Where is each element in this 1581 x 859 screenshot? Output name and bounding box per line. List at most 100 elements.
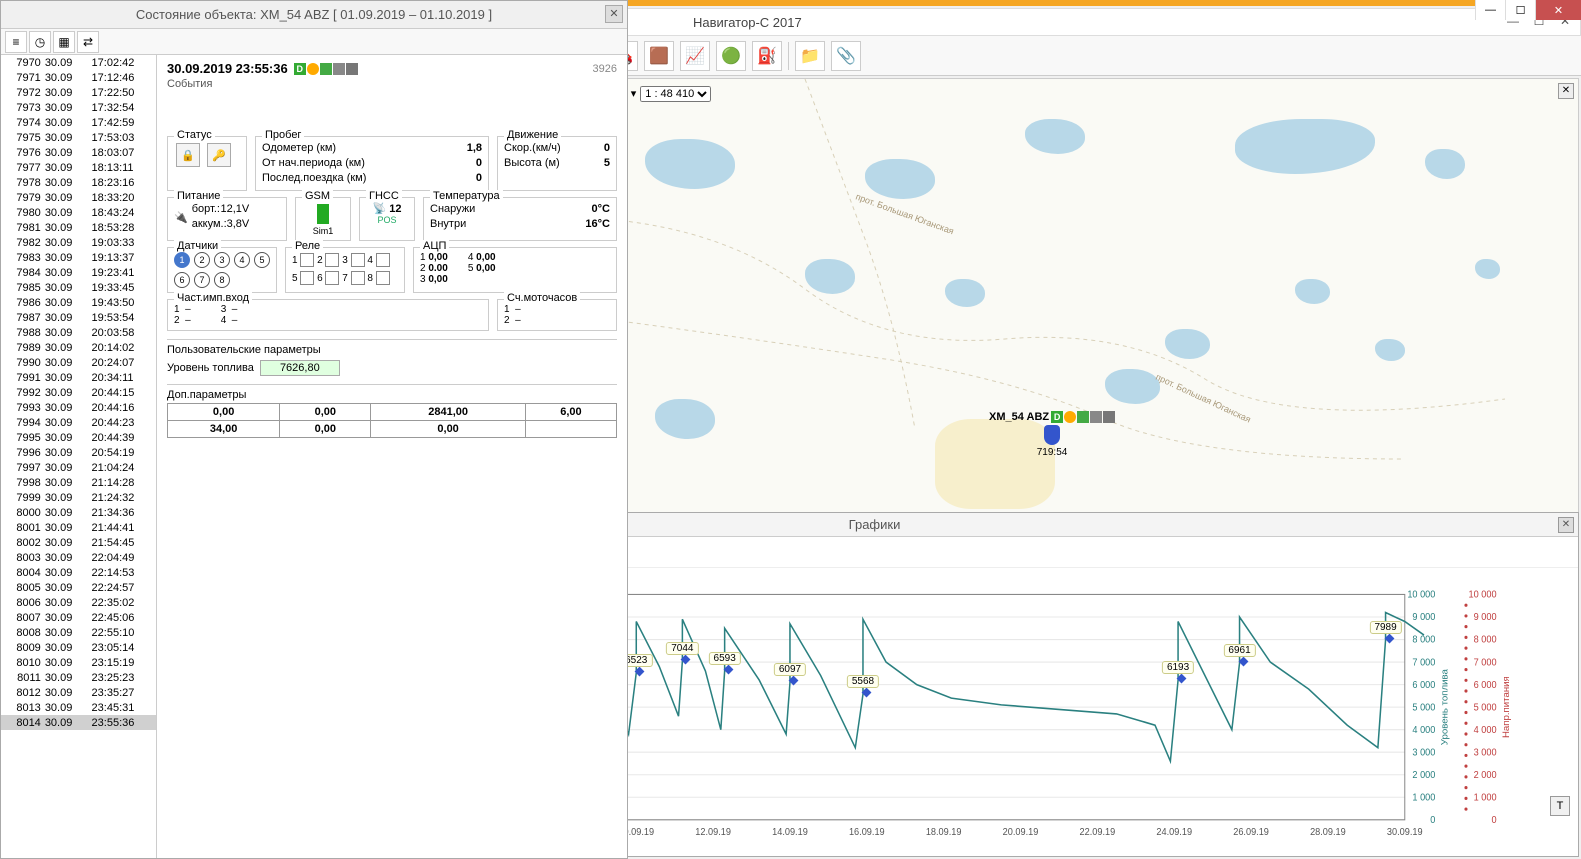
event-row[interactable]: 798430.0919:23:41 [1,265,156,280]
svg-text:10 000: 10 000 [1469,588,1497,599]
sensor-5[interactable]: 5 [254,252,270,268]
event-row[interactable]: 797330.0917:32:54 [1,100,156,115]
event-row[interactable]: 801130.0923:25:23 [1,670,156,685]
relay-8[interactable] [376,271,390,285]
event-row[interactable]: 801230.0923:35:27 [1,685,156,700]
toolbar-fuel-icon[interactable]: ⛽ [752,41,782,71]
event-row[interactable]: 798330.0919:13:37 [1,250,156,265]
gnss-sat-icon: 📡 12 [366,202,408,215]
os-minimize[interactable]: — [1475,0,1505,20]
event-row[interactable]: 799930.0921:24:32 [1,490,156,505]
events-label: События [167,78,617,90]
event-row[interactable]: 797230.0917:22:50 [1,85,156,100]
event-row[interactable]: 800730.0922:45:06 [1,610,156,625]
event-row[interactable]: 799530.0920:44:39 [1,430,156,445]
event-row[interactable]: 800330.0922:04:49 [1,550,156,565]
sync-icon[interactable]: ⇄ [77,31,99,53]
svg-text:9 000: 9 000 [1412,611,1435,622]
map-marker[interactable]: XM_54 ABZ D 719:54 [989,411,1115,458]
toolbar-attach-icon[interactable]: 📎 [831,41,861,71]
relay-4[interactable] [376,253,390,267]
event-row[interactable]: 800130.0921:44:41 [1,520,156,535]
event-row[interactable]: 800030.0921:34:36 [1,505,156,520]
event-list[interactable]: 797030.0917:02:42797130.0917:12:46797230… [1,55,157,858]
marker-g-icon [1077,411,1089,423]
relay-3[interactable] [351,253,365,267]
sensor-7[interactable]: 7 [194,272,210,288]
trip-label: Послед.поездка (км) [262,171,366,186]
relay-2[interactable] [325,253,339,267]
grid-icon[interactable]: ▦ [53,31,75,53]
dop-table: 0,000,002841,006,0034,000,000,00 [167,403,617,438]
event-row[interactable]: 798530.0919:33:45 [1,280,156,295]
clock-icon[interactable]: ◷ [29,31,51,53]
event-row[interactable]: 800530.0922:24:57 [1,580,156,595]
event-row[interactable]: 799030.0920:24:07 [1,355,156,370]
peak-label: 7989 [1369,621,1401,634]
key-icon[interactable]: 🔑 [207,143,231,167]
scale-select[interactable]: 1 : 48 410 [640,86,711,102]
toolbar-chart-icon[interactable]: 📈 [680,41,710,71]
scale-dropdown-icon[interactable]: ▾ [631,87,637,100]
event-row[interactable]: 798830.0920:03:58 [1,325,156,340]
odo-label: Одометер (км) [262,141,336,156]
event-row[interactable]: 799430.0920:44:23 [1,415,156,430]
toolbar-folder-icon[interactable]: 📁 [795,41,825,71]
svg-text:22.09.19: 22.09.19 [1080,826,1116,837]
event-row[interactable]: 798930.0920:14:02 [1,340,156,355]
dop-cell [525,421,616,438]
map-area[interactable]: ✕ прот. Большая Юганская прот. Большая Ю… [604,78,1579,518]
event-row[interactable]: 798030.0918:43:24 [1,205,156,220]
list-view-icon[interactable]: ≡ [5,31,27,53]
event-row[interactable]: 797530.0917:53:03 [1,130,156,145]
fuel-input[interactable] [260,360,340,376]
os-maximize[interactable]: ☐ [1505,0,1535,20]
sensor-8[interactable]: 8 [214,272,230,288]
event-row[interactable]: 800230.0921:54:45 [1,535,156,550]
lock-icon[interactable]: 🔒 [176,143,200,167]
event-row[interactable]: 799830.0921:14:28 [1,475,156,490]
event-row[interactable]: 798230.0919:03:33 [1,235,156,250]
object-state-close[interactable]: ✕ [605,5,623,23]
relay-5[interactable] [300,271,314,285]
sensor-6[interactable]: 6 [174,272,190,288]
os-close[interactable]: ✕ [1535,0,1581,20]
event-row[interactable]: 797730.0918:13:11 [1,160,156,175]
gsm-group-title: GSM [302,190,333,202]
event-row[interactable]: 800430.0922:14:53 [1,565,156,580]
event-row[interactable]: 798130.0918:53:28 [1,220,156,235]
sensor-1[interactable]: 1 [174,252,190,268]
event-row[interactable]: 801030.0923:15:19 [1,655,156,670]
event-row[interactable]: 800930.0923:05:14 [1,640,156,655]
event-row[interactable]: 801430.0923:55:36 [1,715,156,730]
event-row[interactable]: 797630.0918:03:07 [1,145,156,160]
event-row[interactable]: 800830.0922:55:10 [1,625,156,640]
event-row[interactable]: 800630.0922:35:02 [1,595,156,610]
period-value: 0 [476,156,482,171]
event-row[interactable]: 797930.0918:33:20 [1,190,156,205]
event-row[interactable]: 799330.0920:44:16 [1,400,156,415]
event-row[interactable]: 797830.0918:23:16 [1,175,156,190]
adc-3: 0,00 [428,274,447,285]
sensor-3[interactable]: 3 [214,252,230,268]
relay-1[interactable] [300,253,314,267]
sensor-4[interactable]: 4 [234,252,250,268]
toolbar-layers-icon[interactable]: 🟫 [644,41,674,71]
adc-5: 0,00 [476,263,495,274]
relay-7[interactable] [351,271,365,285]
event-row[interactable]: 798630.0919:43:50 [1,295,156,310]
event-row[interactable]: 799230.0920:44:15 [1,385,156,400]
event-row[interactable]: 799130.0920:34:11 [1,370,156,385]
event-row[interactable]: 799730.0921:04:24 [1,460,156,475]
event-row[interactable]: 798730.0919:53:54 [1,310,156,325]
chart-close[interactable]: ✕ [1558,517,1574,533]
event-row[interactable]: 797130.0917:12:46 [1,70,156,85]
status-antenna-icon [346,63,358,75]
event-row[interactable]: 799630.0920:54:19 [1,445,156,460]
relay-6[interactable] [325,271,339,285]
event-row[interactable]: 797030.0917:02:42 [1,55,156,70]
sensor-2[interactable]: 2 [194,252,210,268]
event-row[interactable]: 801330.0923:45:31 [1,700,156,715]
event-row[interactable]: 797430.0917:42:59 [1,115,156,130]
toolbar-green-icon[interactable]: 🟢 [716,41,746,71]
